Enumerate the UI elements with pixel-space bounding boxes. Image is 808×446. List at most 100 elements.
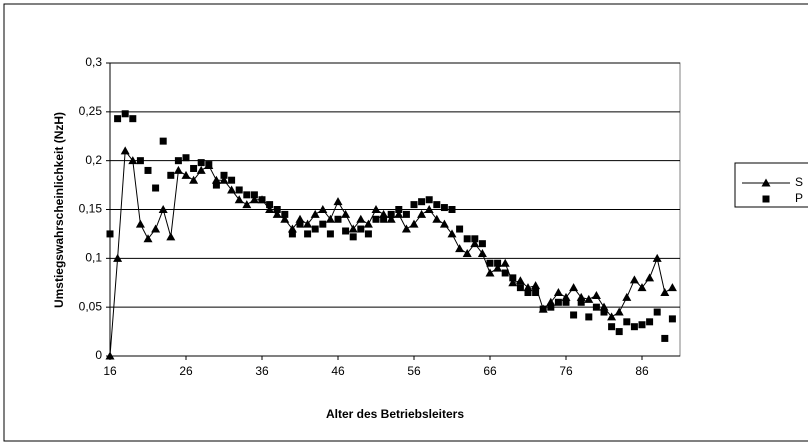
marker-square	[486, 259, 494, 267]
marker-square	[311, 225, 319, 233]
marker-triangle	[553, 288, 563, 297]
marker-square	[402, 210, 410, 218]
marker-triangle	[166, 232, 176, 241]
marker-triangle	[227, 185, 237, 194]
marker-triangle	[531, 281, 541, 290]
marker-triangle	[341, 209, 351, 218]
marker-square	[250, 191, 258, 199]
marker-square	[174, 157, 182, 165]
marker-triangle	[249, 195, 259, 204]
marker-triangle	[439, 219, 449, 228]
marker-square	[615, 328, 623, 336]
marker-square	[212, 181, 220, 189]
marker-square	[167, 171, 175, 179]
marker-square	[288, 230, 296, 238]
marker-square	[762, 195, 770, 203]
marker-triangle	[470, 239, 480, 248]
marker-triangle	[584, 294, 594, 303]
marker-square	[129, 115, 137, 123]
y-tick-label: 0,1	[85, 251, 102, 265]
marker-triangle	[607, 312, 617, 321]
marker-square	[668, 315, 676, 323]
marker-triangle	[303, 219, 313, 228]
marker-triangle	[394, 209, 404, 218]
marker-square	[478, 240, 486, 248]
marker-square	[319, 220, 327, 228]
marker-triangle	[652, 253, 662, 262]
marker-square	[357, 225, 365, 233]
marker-square	[440, 204, 448, 212]
legend-label: P	[795, 191, 803, 205]
marker-triangle	[409, 219, 419, 228]
marker-square	[592, 303, 600, 311]
marker-square	[387, 210, 395, 218]
marker-triangle	[401, 224, 411, 233]
marker-triangle	[173, 165, 183, 174]
marker-square	[364, 230, 372, 238]
marker-square	[326, 230, 334, 238]
y-tick-label: 0,15	[79, 202, 103, 216]
marker-square	[136, 157, 144, 165]
marker-square	[524, 289, 532, 297]
x-tick-label: 46	[331, 364, 345, 378]
marker-triangle	[128, 156, 138, 165]
x-tick-label: 76	[559, 364, 573, 378]
y-tick-label: 0,25	[79, 104, 103, 118]
marker-square	[509, 274, 517, 282]
marker-triangle	[629, 275, 639, 284]
marker-square	[448, 206, 456, 213]
marker-square	[182, 154, 190, 162]
marker-triangle	[135, 219, 145, 228]
marker-square	[554, 298, 562, 306]
marker-square	[205, 161, 213, 169]
marker-triangle	[622, 292, 632, 301]
marker-triangle	[105, 351, 115, 360]
marker-square	[190, 164, 198, 172]
marker-triangle	[569, 283, 579, 292]
marker-triangle	[477, 248, 487, 257]
x-tick-label: 66	[483, 364, 497, 378]
y-tick-label: 0	[95, 348, 102, 362]
marker-triangle	[417, 209, 427, 218]
marker-square	[197, 159, 205, 167]
marker-triangle	[761, 178, 771, 187]
marker-square	[661, 334, 669, 342]
marker-triangle	[143, 234, 153, 243]
marker-triangle	[363, 219, 373, 228]
marker-square	[114, 115, 122, 123]
marker-square	[494, 259, 502, 267]
marker-triangle	[234, 195, 244, 204]
marker-triangle	[310, 209, 320, 218]
x-tick-label: 36	[255, 364, 269, 378]
marker-square	[106, 230, 114, 238]
x-axis-title: Alter des Betriebsleiters	[326, 407, 464, 421]
marker-triangle	[493, 263, 503, 272]
marker-triangle	[515, 276, 525, 285]
marker-triangle	[333, 197, 343, 206]
marker-square	[539, 305, 547, 313]
marker-square	[266, 201, 274, 209]
marker-square	[501, 269, 509, 277]
marker-triangle	[280, 214, 290, 223]
marker-square	[456, 225, 464, 233]
marker-square	[220, 171, 228, 179]
x-tick-label: 26	[179, 364, 193, 378]
marker-triangle	[242, 200, 252, 209]
marker-square	[433, 201, 441, 209]
marker-triangle	[272, 209, 282, 218]
legend-box	[734, 162, 808, 208]
marker-square	[410, 201, 418, 209]
marker-triangle	[508, 278, 518, 287]
marker-triangle	[265, 205, 275, 213]
x-tick-label: 56	[407, 364, 421, 378]
marker-square	[273, 206, 281, 213]
marker-triangle	[637, 283, 647, 292]
marker-square	[152, 184, 160, 192]
marker-triangle	[660, 288, 670, 297]
x-tick-label: 86	[635, 364, 649, 378]
y-tick-label: 0,05	[79, 299, 103, 313]
marker-square	[258, 196, 266, 204]
marker-square	[372, 215, 380, 223]
marker-square	[144, 166, 152, 174]
